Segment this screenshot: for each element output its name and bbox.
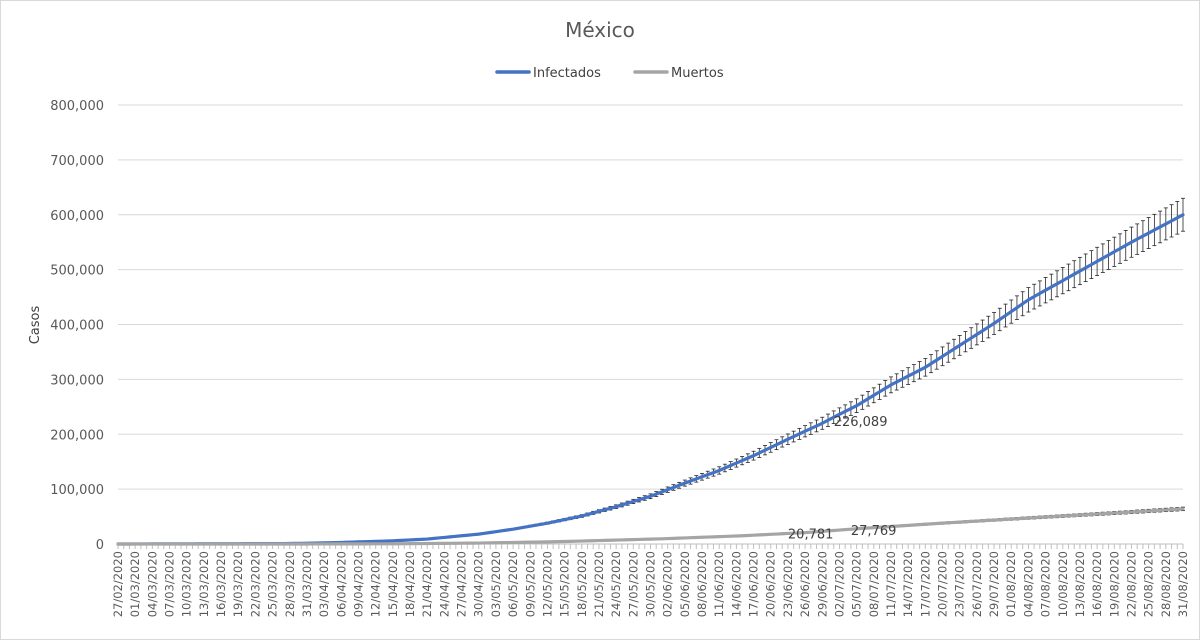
x-tick-label: 31/03/2020 (300, 551, 314, 617)
x-tick-label: 22/03/2020 (248, 551, 262, 617)
annotations: 226,089 20,781 27,769 (788, 415, 896, 543)
x-tick-label: 12/05/2020 (540, 551, 554, 617)
x-tick-label: 24/05/2020 (609, 551, 623, 617)
y-tick-label: 800,000 (50, 99, 104, 114)
y-tick-label: 500,000 (50, 264, 104, 279)
legend-item-infectados: Infectados (495, 66, 601, 81)
x-tick-label: 26/07/2020 (970, 551, 984, 617)
y-tick-label: 400,000 (50, 319, 104, 334)
x-tick-label: 06/05/2020 (506, 551, 520, 617)
x-tick-label: 27/05/2020 (626, 551, 640, 617)
x-tick-label: 28/08/2020 (1159, 551, 1173, 617)
x-tick-label: 26/06/2020 (798, 551, 812, 617)
x-tick-label: 19/08/2020 (1107, 551, 1121, 617)
x-tick-label: 09/04/2020 (351, 551, 365, 617)
x-tick-label: 07/03/2020 (163, 551, 177, 617)
x-tick-label: 27/02/2020 (111, 551, 125, 617)
x-tick-label: 21/05/2020 (592, 551, 606, 617)
x-tick-label: 25/03/2020 (266, 551, 280, 617)
y-axis-label: Casos (28, 306, 43, 345)
x-tick-label: 24/04/2020 (437, 551, 451, 617)
x-tick-label: 11/07/2020 (884, 551, 898, 617)
x-tick-label: 30/05/2020 (644, 551, 658, 617)
x-tick-label: 21/04/2020 (420, 551, 434, 617)
x-axis-ticks: 27/02/2020 01/03/2020 04/03/2020 07/03/2020… (111, 544, 1190, 617)
x-tick-label: 10/08/2020 (1056, 551, 1070, 617)
legend-item-muertos: Muertos (633, 66, 724, 81)
y-tick-label: 0 (96, 538, 104, 553)
chart-title: México (565, 18, 635, 42)
y-tick-label: 200,000 (50, 428, 104, 443)
y-axis-ticks: 0 100,000 200,000 300,000 400,000 500,000 600,… (50, 99, 104, 553)
y-tick-label: 700,000 (50, 154, 104, 169)
x-tick-label: 08/06/2020 (695, 551, 709, 617)
x-tick-label: 20/07/2020 (936, 551, 950, 617)
legend-label: Muertos (671, 66, 724, 81)
x-tick-label: 15/04/2020 (386, 551, 400, 617)
x-tick-label: 30/04/2020 (472, 551, 486, 617)
x-tick-label: 04/03/2020 (145, 551, 159, 617)
data-label: 226,089 (834, 415, 888, 430)
x-tick-label: 03/05/2020 (489, 551, 503, 617)
x-tick-label: 01/03/2020 (128, 551, 142, 617)
x-tick-label: 19/03/2020 (231, 551, 245, 617)
x-tick-label: 10/03/2020 (180, 551, 194, 617)
x-tick-label: 18/04/2020 (403, 551, 417, 617)
x-tick-label: 16/03/2020 (214, 551, 228, 617)
x-tick-label: 08/07/2020 (867, 551, 881, 617)
series-line-muertos (116, 507, 1185, 546)
x-tick-label: 09/05/2020 (523, 551, 537, 617)
x-tick-label: 07/08/2020 (1039, 551, 1053, 617)
x-tick-label: 31/08/2020 (1176, 551, 1190, 617)
x-tick-label: 25/08/2020 (1142, 551, 1156, 617)
x-tick-label: 12/04/2020 (369, 551, 383, 617)
legend-label: Infectados (533, 66, 601, 81)
x-tick-label: 01/08/2020 (1004, 551, 1018, 617)
x-tick-label: 14/06/2020 (729, 551, 743, 617)
x-tick-label: 11/06/2020 (712, 551, 726, 617)
x-tick-label: 05/06/2020 (678, 551, 692, 617)
gridlines (118, 104, 1183, 545)
x-tick-label: 28/03/2020 (283, 551, 297, 617)
x-tick-label: 20/06/2020 (764, 551, 778, 617)
x-tick-label: 05/07/2020 (850, 551, 864, 617)
x-tick-label: 27/04/2020 (455, 551, 469, 617)
x-tick-label: 06/04/2020 (334, 551, 348, 617)
legend: Infectados Muertos (495, 66, 724, 81)
data-label: 20,781 (788, 528, 834, 543)
x-tick-label: 04/08/2020 (1021, 551, 1035, 617)
x-tick-label: 14/07/2020 (901, 551, 915, 617)
x-tick-label: 17/07/2020 (918, 551, 932, 617)
x-tick-label: 15/05/2020 (558, 551, 572, 617)
x-tick-label: 17/06/2020 (747, 551, 761, 617)
x-tick-label: 29/06/2020 (815, 551, 829, 617)
x-tick-label: 13/08/2020 (1073, 551, 1087, 617)
y-tick-label: 600,000 (50, 209, 104, 224)
x-tick-label: 16/08/2020 (1090, 551, 1104, 617)
x-tick-label: 22/08/2020 (1124, 551, 1138, 617)
x-tick-label: 13/03/2020 (197, 551, 211, 617)
y-tick-label: 100,000 (50, 483, 104, 498)
x-tick-label: 02/07/2020 (832, 551, 846, 617)
x-tick-label: 18/05/2020 (575, 551, 589, 617)
data-label: 27,769 (851, 524, 897, 539)
x-tick-label: 23/07/2020 (953, 551, 967, 617)
x-tick-label: 29/07/2020 (987, 551, 1001, 617)
x-tick-label: 23/06/2020 (781, 551, 795, 617)
x-tick-label: 02/06/2020 (661, 551, 675, 617)
series-lines (116, 213, 1185, 546)
y-tick-label: 300,000 (50, 373, 104, 388)
error-bars (362, 197, 1185, 543)
x-tick-label: 03/04/2020 (317, 551, 331, 617)
